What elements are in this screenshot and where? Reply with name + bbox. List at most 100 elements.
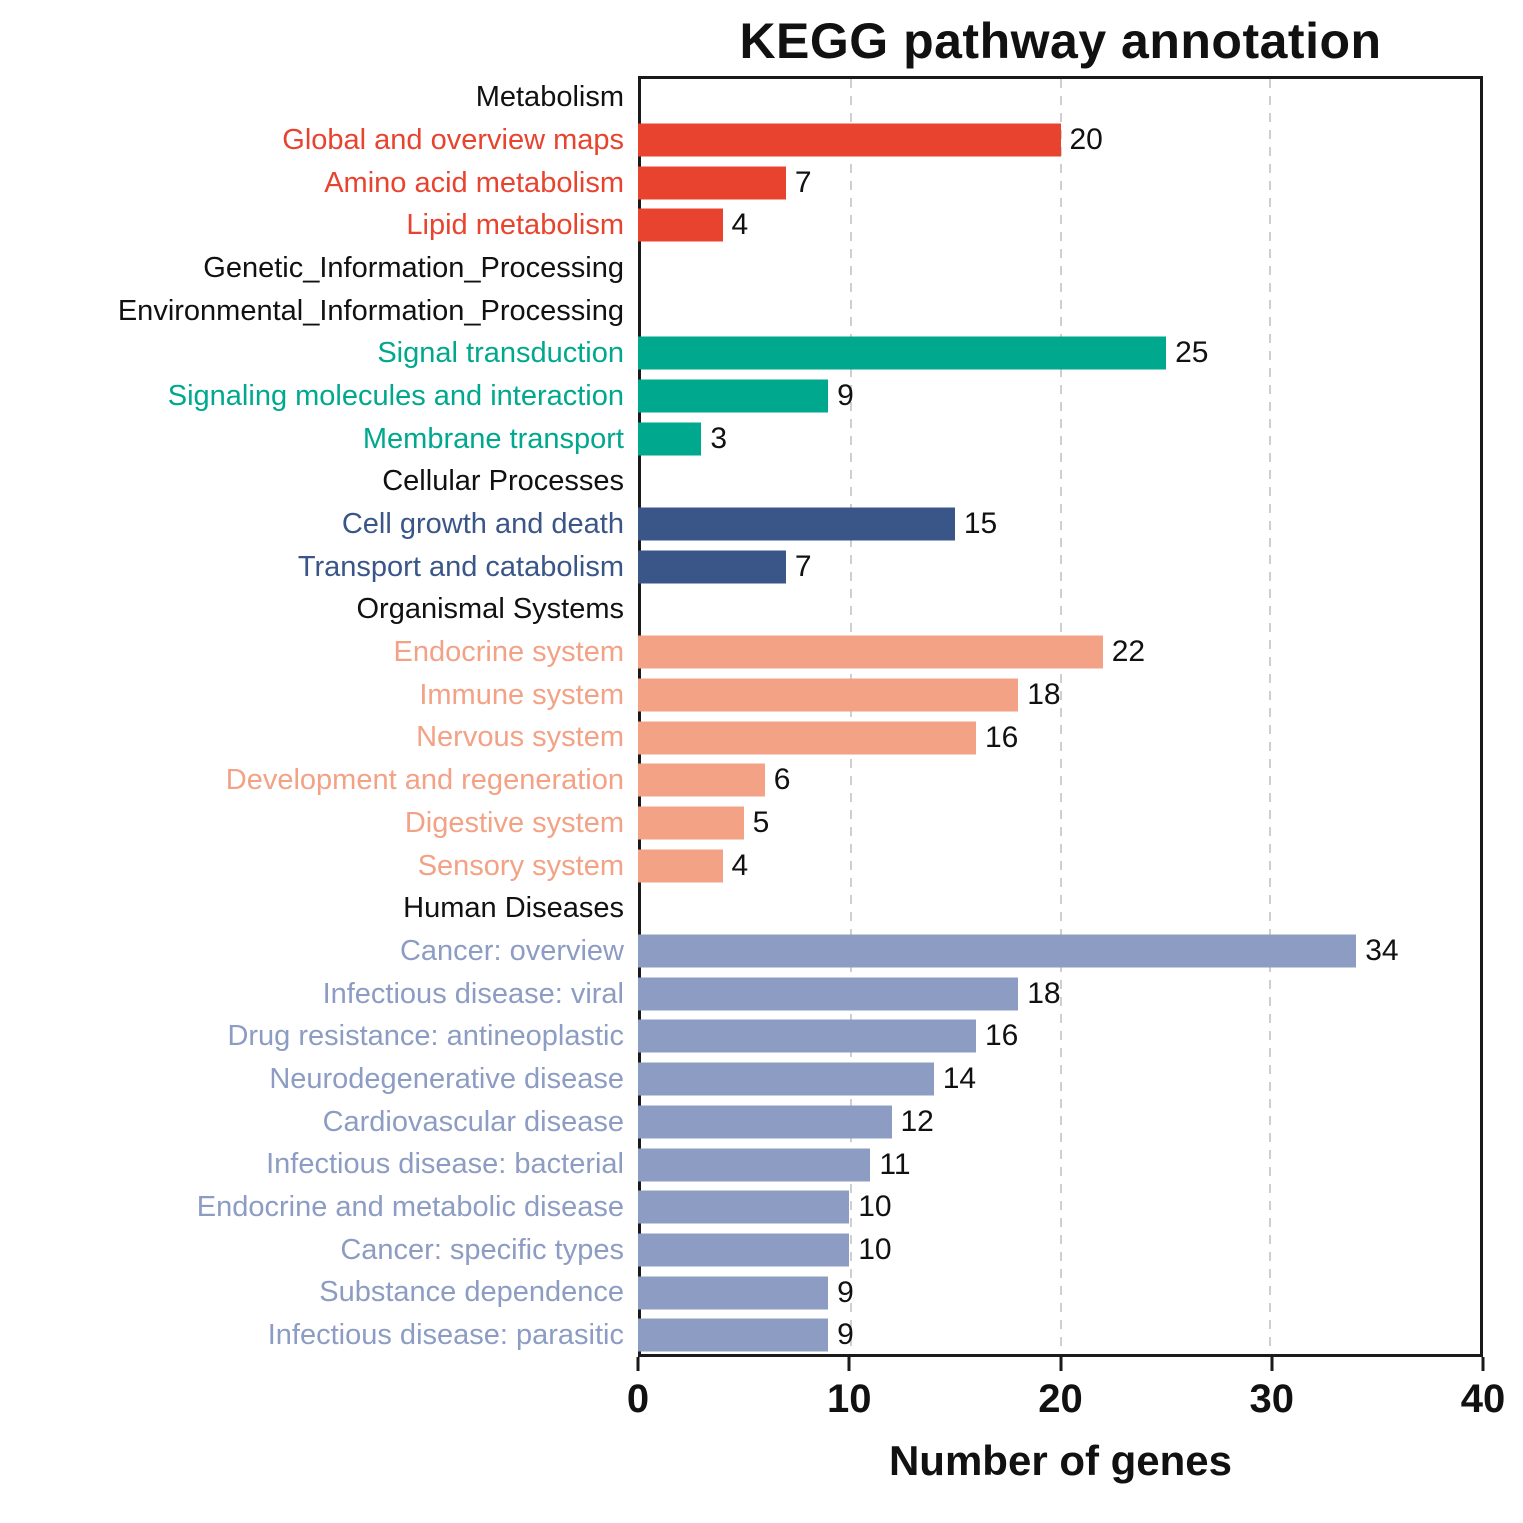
category-label: Substance dependence — [319, 1276, 624, 1309]
bar-value-label: 12 — [900, 1104, 934, 1138]
bar-track: 6 — [638, 759, 1483, 802]
bar-value-label: 4 — [731, 848, 749, 882]
bar-value-label: 18 — [1027, 976, 1061, 1010]
category-label: Endocrine and metabolic disease — [196, 1191, 624, 1223]
x-tick-label: 10 — [827, 1377, 872, 1421]
bar — [638, 1233, 850, 1267]
category-label: Cancer: specific types — [340, 1233, 624, 1266]
bar — [638, 507, 955, 541]
bar-track: 9 — [638, 1271, 1483, 1314]
group-header-label: Organismal Systems — [356, 593, 624, 626]
group-header-row: Environmental_Information_Processing — [12, 289, 1483, 332]
chart-row: Nervous system 16 — [12, 716, 1483, 759]
bar-track: 11 — [638, 1143, 1483, 1186]
category-label: Development and regeneration — [225, 764, 624, 797]
category-label: Global and overview maps — [282, 123, 624, 156]
x-axis-label: Number of genes — [888, 1437, 1233, 1484]
bar — [638, 934, 1357, 968]
chart-row: Cell growth and death 15 — [12, 503, 1483, 546]
group-header-row: Metabolism — [12, 76, 1483, 119]
bar-value-label: 10 — [858, 1232, 892, 1266]
chart-row: Infectious disease: parasitic 9 — [12, 1314, 1483, 1357]
category-label: Nervous system — [416, 721, 624, 754]
group-header-row: Organismal Systems — [12, 588, 1483, 631]
category-label: Cell growth and death — [341, 508, 624, 540]
chart-row: Endocrine and metabolic disease 10 — [12, 1186, 1483, 1229]
category-label: Endocrine system — [393, 636, 625, 669]
bar-track: 10 — [638, 1186, 1483, 1229]
chart-row: Signal transduction 25 — [12, 332, 1483, 375]
bar-track: 15 — [638, 503, 1483, 546]
bar-track: 16 — [638, 1015, 1483, 1058]
group-header-label: Genetic_Information_Processing — [203, 251, 624, 284]
chart-row: Drug resistance: antineoplastic 16 — [12, 1015, 1483, 1058]
bar-value-label: 14 — [942, 1062, 977, 1096]
group-header-row: Genetic_Information_Processing — [12, 247, 1483, 290]
x-tick-mark — [847, 1357, 851, 1371]
chart-row: Transport and catabolism 7 — [12, 546, 1483, 589]
x-tick-label: 30 — [1249, 1377, 1295, 1421]
bar — [638, 550, 786, 584]
chart-row: Cancer: specific types 10 — [12, 1229, 1483, 1272]
bar-value-label: 25 — [1175, 336, 1209, 370]
group-header-row: Cellular Processes — [12, 460, 1483, 503]
category-label: Immune system — [419, 678, 624, 711]
bar-track: 3 — [638, 418, 1483, 461]
bar-track: 20 — [638, 119, 1483, 162]
bar-value-label: 9 — [837, 1318, 854, 1352]
category-label: Cancer: overview — [399, 934, 624, 967]
plot-area — [638, 76, 1483, 1357]
chart-row: Infectious disease: bacterial 11 — [12, 1143, 1483, 1186]
chart-row: Neurodegenerative disease 14 — [12, 1058, 1483, 1101]
bar-value-label: 10 — [858, 1190, 892, 1224]
chart-row: Sensory system 4 — [12, 844, 1483, 887]
group-header-row: Human Diseases — [12, 887, 1483, 930]
bar-track: 10 — [638, 1229, 1483, 1272]
x-tick-mark — [636, 1357, 640, 1371]
bar-value-label: 3 — [710, 421, 728, 455]
empty-track — [638, 76, 1483, 119]
bar-track: 4 — [638, 844, 1483, 887]
bar-value-label: 5 — [752, 806, 770, 840]
category-label: Signaling molecules and interaction — [167, 379, 624, 412]
chart-row: Lipid metabolism 4 — [12, 204, 1483, 247]
bar-track: 16 — [638, 716, 1483, 759]
bar — [638, 678, 1019, 712]
empty-track — [638, 247, 1483, 290]
bar — [638, 208, 723, 242]
group-header-label: Human Diseases — [403, 892, 624, 925]
category-label: Amino acid metabolism — [324, 166, 624, 199]
x-tick-mark — [1481, 1357, 1485, 1371]
x-tick-label: 40 — [1460, 1377, 1506, 1421]
bar-track: 18 — [638, 674, 1483, 717]
category-label: Transport and catabolism — [297, 550, 624, 583]
chart-row: Amino acid metabolism 7 — [12, 161, 1483, 204]
chart-row: Infectious disease: viral 18 — [12, 972, 1483, 1015]
category-label: Membrane transport — [362, 422, 624, 455]
gridline — [1059, 79, 1062, 1354]
bar — [638, 763, 765, 797]
empty-track — [638, 887, 1483, 930]
category-label: Lipid metabolism — [406, 209, 624, 242]
bar-track: 12 — [638, 1101, 1483, 1144]
bar-value-label: 22 — [1111, 635, 1146, 669]
bar-track: 9 — [638, 375, 1483, 418]
chart-row: Membrane transport 3 — [12, 418, 1483, 461]
category-label: Cardiovascular disease — [322, 1105, 624, 1138]
chart-area: Metabolism Global and overview maps 20 Amin… — [12, 76, 1483, 1357]
bar — [638, 422, 702, 456]
bar — [638, 1190, 850, 1224]
bar-value-label: 9 — [837, 379, 854, 413]
bar-track: 5 — [638, 802, 1483, 845]
category-label: Infectious disease: bacterial — [266, 1148, 624, 1181]
bar-value-label: 18 — [1027, 677, 1061, 711]
group-header-label: Environmental_Information_Processing — [117, 294, 624, 327]
bar-track: 4 — [638, 204, 1483, 247]
bar — [638, 849, 723, 883]
empty-track — [638, 289, 1483, 332]
bar-value-label: 16 — [985, 1019, 1019, 1053]
chart-row: Substance dependence 9 — [12, 1271, 1483, 1314]
gridline — [1269, 79, 1272, 1354]
x-tick-mark — [1059, 1357, 1062, 1371]
bar-value-label: 7 — [794, 549, 812, 583]
